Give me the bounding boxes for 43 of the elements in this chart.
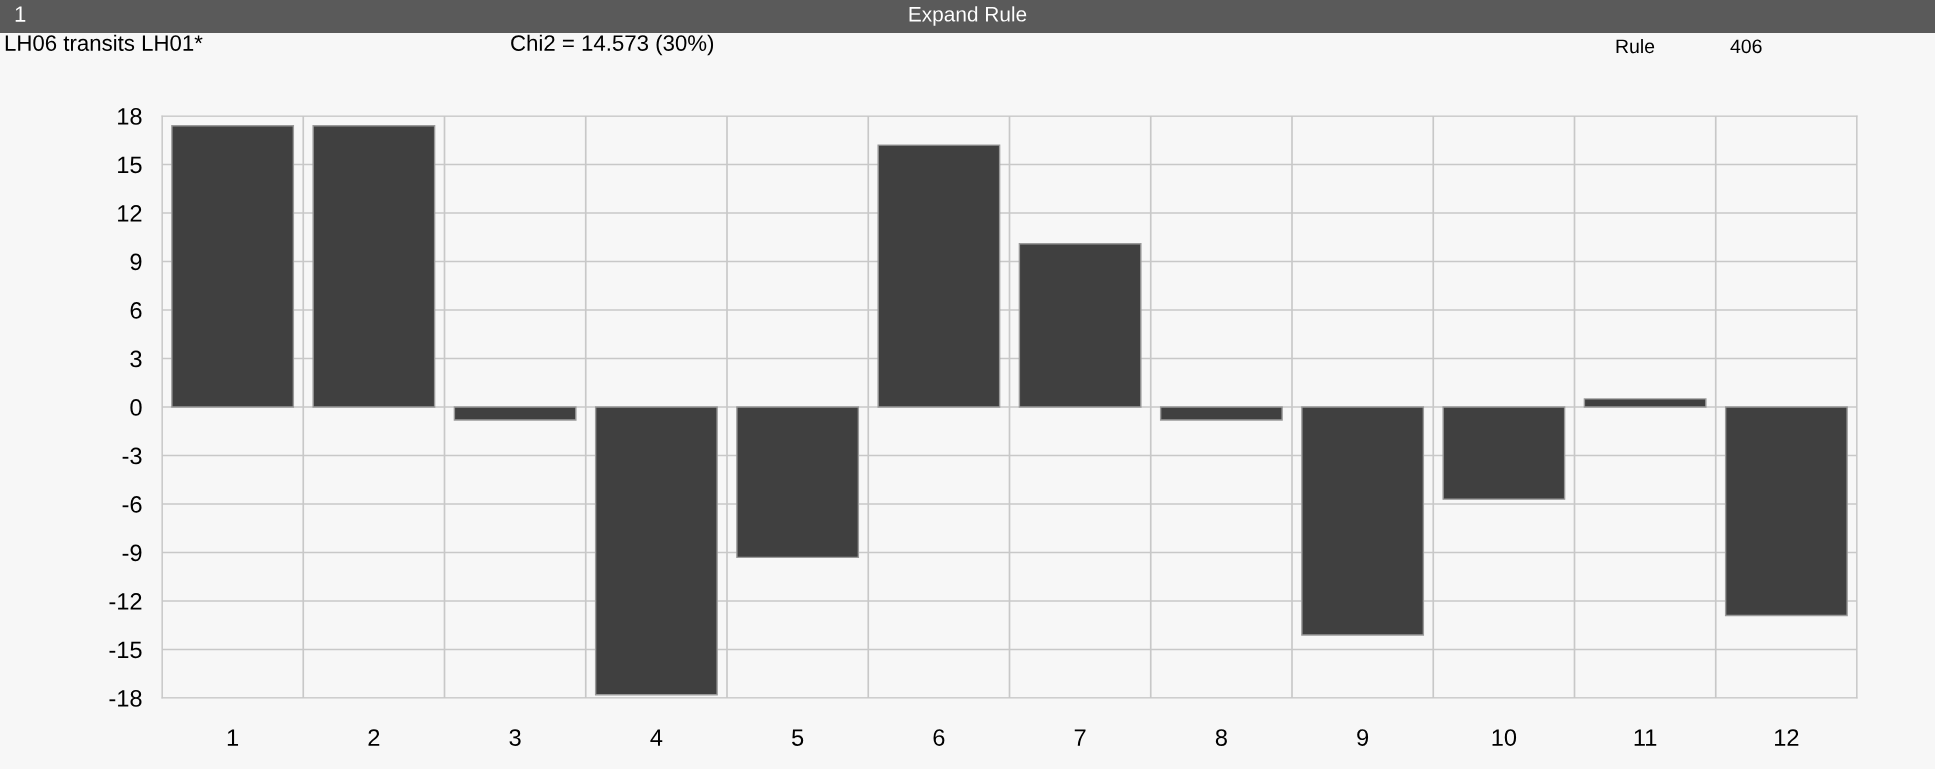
- bar: [171, 125, 295, 408]
- bar: [453, 406, 577, 421]
- y-tick-label: 15: [118, 156, 142, 174]
- bar: [736, 406, 860, 559]
- x-tick-label: 12: [1775, 729, 1799, 746]
- y-tick-label: 12: [118, 205, 142, 222]
- chart-subtitle: LH06 transits LH01*: [5, 34, 203, 51]
- bar: [1724, 406, 1848, 617]
- x-tick-label: 6: [933, 729, 945, 746]
- x-tick-label: 9: [1357, 729, 1369, 746]
- y-tick-label: 0: [130, 399, 142, 416]
- y-tick-label: -18: [109, 690, 142, 707]
- bar: [1583, 398, 1707, 408]
- x-tick-label: 8: [1215, 729, 1227, 746]
- text: 1: [15, 6, 26, 22]
- y-tick-label: -15: [109, 641, 142, 659]
- x-tick-label: 4: [650, 729, 663, 746]
- bar: [1018, 243, 1142, 408]
- y-tick-label: -6: [122, 496, 142, 513]
- bar: [1159, 406, 1283, 421]
- chart-title: Expand Rule: [909, 6, 1027, 26]
- x-tick-label: 11: [1634, 729, 1657, 746]
- x-tick-label: 7: [1074, 729, 1086, 746]
- bar: [312, 125, 436, 408]
- x-tick-label: 1: [227, 729, 239, 746]
- x-tick-label: 5: [792, 729, 804, 746]
- bar: [1442, 406, 1566, 500]
- text: Rule: [1616, 38, 1655, 54]
- y-tick-label: -3: [122, 447, 142, 465]
- x-tick-label: 10: [1492, 729, 1517, 746]
- x-tick-label: 2: [368, 729, 380, 746]
- bar: [877, 144, 1001, 408]
- bar: [1301, 406, 1425, 636]
- bar: [594, 406, 718, 696]
- y-tick-label: 6: [130, 302, 142, 319]
- y-tick-label: 9: [130, 253, 142, 271]
- y-tick-label: -12: [109, 593, 142, 610]
- text: 406: [1730, 39, 1762, 54]
- y-tick-label: 3: [130, 350, 142, 368]
- y-tick-label: 18: [118, 108, 142, 125]
- x-tick-label: 3: [509, 729, 521, 746]
- y-tick-label: -9: [122, 544, 142, 562]
- text: Chi2 = 14.573 (30%): [511, 34, 714, 56]
